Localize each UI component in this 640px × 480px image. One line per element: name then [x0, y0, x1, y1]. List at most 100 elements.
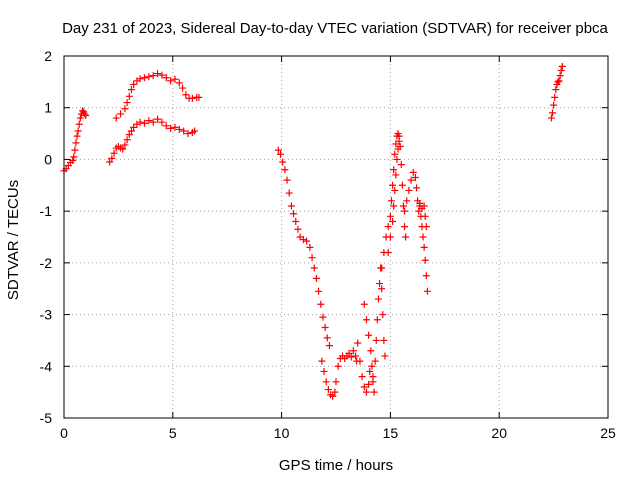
data-point [347, 353, 355, 361]
data-point [125, 92, 133, 100]
data-point [299, 236, 307, 244]
data-point [76, 114, 84, 122]
y-tick-label: -1 [40, 203, 53, 219]
data-point [384, 249, 392, 257]
y-tick-label: 0 [44, 151, 52, 167]
data-point [141, 119, 149, 127]
data-series [318, 347, 361, 400]
y-tick-label: -4 [40, 358, 53, 374]
data-series [378, 130, 410, 272]
data-series [112, 70, 203, 122]
data-point [379, 311, 387, 319]
data-point [145, 73, 153, 81]
data-point [303, 237, 311, 245]
data-point [411, 174, 419, 182]
data-point [389, 181, 397, 189]
y-axis-label: SDTVAR / TECUs [5, 180, 22, 300]
data-point [368, 362, 376, 370]
data-point [390, 166, 398, 174]
data-point [366, 367, 374, 375]
data-point [390, 202, 398, 210]
data-point [360, 300, 368, 308]
data-point [358, 373, 366, 381]
data-point [365, 331, 373, 339]
data-point [362, 316, 370, 324]
data-point [171, 75, 179, 83]
data-point [403, 197, 411, 205]
x-tick-label: 0 [60, 425, 68, 441]
data-point [308, 254, 316, 262]
data-point [419, 233, 427, 241]
data-point [334, 362, 342, 370]
data-point [310, 264, 318, 272]
data-point [112, 114, 120, 122]
data-point [70, 153, 78, 161]
data-point [125, 131, 133, 139]
data-point [321, 324, 329, 331]
y-tick-label: -3 [40, 307, 53, 323]
data-point [167, 77, 175, 85]
data-point [398, 181, 406, 189]
data-point [73, 132, 81, 140]
data-point [422, 223, 430, 231]
data-point [393, 155, 401, 163]
data-point [162, 74, 170, 82]
data-point [391, 186, 399, 194]
data-point [371, 357, 379, 365]
data-point [370, 388, 378, 396]
data-point [324, 386, 332, 394]
data-point [369, 373, 377, 381]
data-point [123, 136, 131, 144]
data-point [372, 336, 380, 344]
data-point [323, 334, 331, 342]
data-point [136, 118, 144, 126]
data-series [274, 146, 333, 350]
data-point [119, 145, 127, 153]
data-point [549, 109, 557, 117]
data-point [277, 150, 285, 158]
data-point [325, 342, 333, 350]
data-point [389, 217, 397, 225]
data-point [421, 212, 429, 220]
data-series [354, 339, 374, 396]
data-point [554, 78, 562, 86]
data-point [290, 210, 298, 218]
data-point [154, 115, 162, 123]
data-point [312, 274, 320, 282]
x-tick-label: 20 [491, 425, 507, 441]
data-point [318, 357, 326, 365]
data-series [384, 137, 403, 257]
data-series [360, 300, 378, 396]
data-point [556, 72, 564, 80]
y-tick-label: -5 [40, 410, 53, 426]
data-point [127, 86, 135, 94]
data-point [191, 127, 199, 135]
tick-labels: 0 5 10 15 20 25 -5 -4 -3 -2 -1 0 1 2 [40, 48, 616, 441]
data-point [349, 347, 357, 355]
data-series [60, 107, 90, 175]
data-point [281, 166, 289, 174]
data-point [423, 287, 431, 295]
data-point [175, 125, 183, 133]
data-point [558, 62, 566, 70]
data-point [399, 202, 407, 210]
data-point [373, 316, 381, 324]
data-point [182, 91, 190, 99]
data-point [123, 99, 131, 107]
data-point [381, 352, 389, 360]
data-point [367, 347, 375, 355]
data-point [331, 388, 339, 396]
data-point [354, 339, 362, 347]
data-point [110, 149, 118, 157]
data-point [158, 71, 166, 79]
data-series [547, 62, 566, 122]
data-point [405, 186, 413, 194]
data-point [81, 110, 89, 118]
data-point [294, 225, 302, 233]
data-point [188, 94, 196, 102]
data-point [420, 202, 428, 210]
data-series [401, 168, 431, 295]
data-point [121, 141, 129, 149]
data-point [158, 118, 166, 126]
